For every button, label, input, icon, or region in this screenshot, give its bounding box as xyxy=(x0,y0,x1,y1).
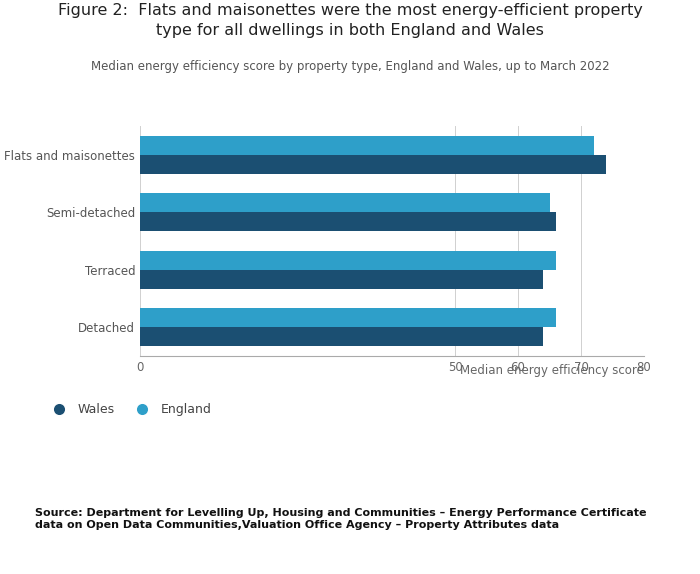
Bar xyxy=(140,193,550,212)
Text: Figure 2:  Flats and maisonettes were the most energy-efficient property
type fo: Figure 2: Flats and maisonettes were the… xyxy=(57,3,643,38)
Bar xyxy=(140,212,556,231)
Bar xyxy=(140,155,606,174)
Text: Source: Department for Levelling Up, Housing and Communities – Energy Performanc: Source: Department for Levelling Up, Hou… xyxy=(35,508,647,530)
Bar xyxy=(140,308,556,327)
Bar xyxy=(140,270,543,289)
Bar xyxy=(140,136,594,155)
Legend: Wales, England: Wales, England xyxy=(41,398,217,421)
Text: Median energy efficiency score by property type, England and Wales, up to March : Median energy efficiency score by proper… xyxy=(91,60,609,73)
Text: Median energy efficiency score: Median energy efficiency score xyxy=(460,364,644,378)
Bar xyxy=(140,251,556,270)
Bar xyxy=(140,327,543,346)
